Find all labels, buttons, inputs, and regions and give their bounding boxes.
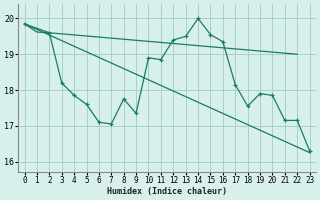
X-axis label: Humidex (Indice chaleur): Humidex (Indice chaleur) [107,187,227,196]
